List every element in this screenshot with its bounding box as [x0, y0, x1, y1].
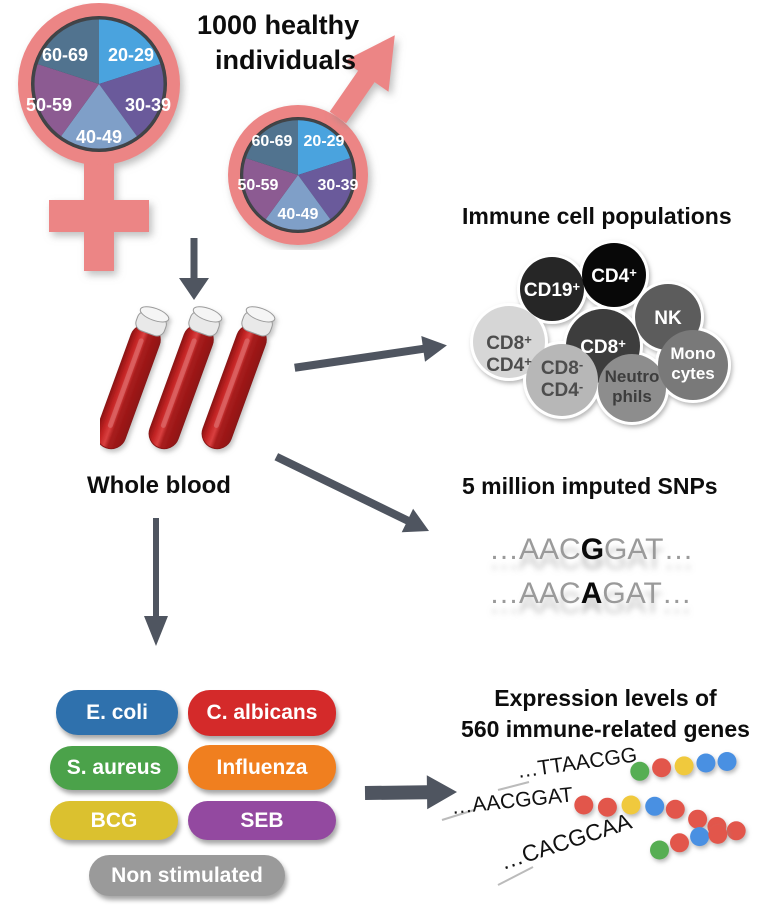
svg-text:…TTAACGG: …TTAACGG: [515, 743, 638, 783]
svg-text:…AACGGAT: …AACGGAT: [450, 783, 574, 819]
svg-text:…CACGCAA: …CACGCAA: [497, 808, 636, 875]
